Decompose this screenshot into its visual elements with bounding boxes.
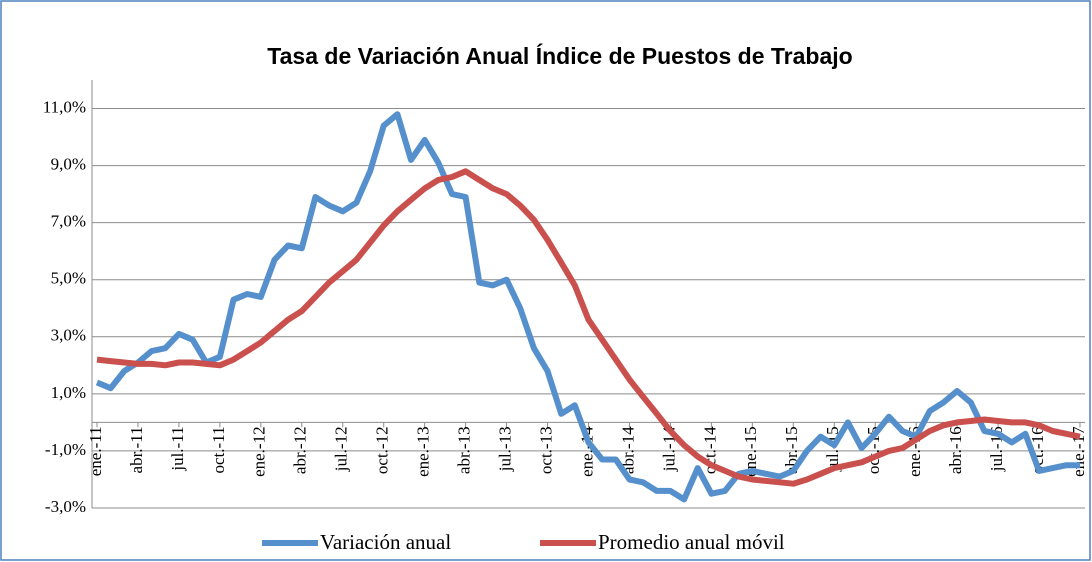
x-tick-label: ene.-13: [414, 426, 433, 477]
y-tick-label: 7,0%: [51, 212, 86, 231]
x-tick-label: jul.-13: [495, 426, 514, 472]
x-tick-label: oct.-12: [373, 426, 392, 474]
x-tick-label: abr.-12: [291, 426, 310, 474]
y-tick-label: 3,0%: [51, 326, 86, 345]
legend-label: Promedio anual móvil: [598, 530, 785, 554]
chart-title: Tasa de Variación Anual Índice de Puesto…: [267, 42, 852, 69]
y-tick-label: -1,0%: [45, 440, 86, 459]
y-tick-label: 1,0%: [51, 383, 86, 402]
x-tick-label: jul.-11: [168, 426, 187, 471]
y-tick-label: 11,0%: [43, 97, 86, 116]
x-tick-label: jul.-12: [332, 426, 351, 472]
x-tick-label: abr.-13: [455, 426, 474, 474]
x-tick-label: abr.-16: [946, 426, 965, 474]
y-tick-label: -3,0%: [45, 497, 86, 516]
series-line: [96, 168, 1081, 487]
x-tick-label: abr.-11: [127, 426, 146, 473]
y-tick-label: 9,0%: [51, 155, 86, 174]
x-tick-label: ene.-11: [86, 426, 105, 476]
x-tick-label: oct.-11: [209, 426, 228, 473]
x-tick-label: ene.-15: [741, 426, 760, 477]
x-tick-label: oct.-13: [536, 426, 555, 474]
x-tick-label: abr.-14: [618, 426, 637, 474]
x-tick-label: ene.-12: [250, 426, 269, 477]
x-tick-label: ene.-14: [577, 426, 596, 477]
y-tick-label: 5,0%: [51, 269, 86, 288]
legend-label: Variación anual: [320, 530, 451, 554]
